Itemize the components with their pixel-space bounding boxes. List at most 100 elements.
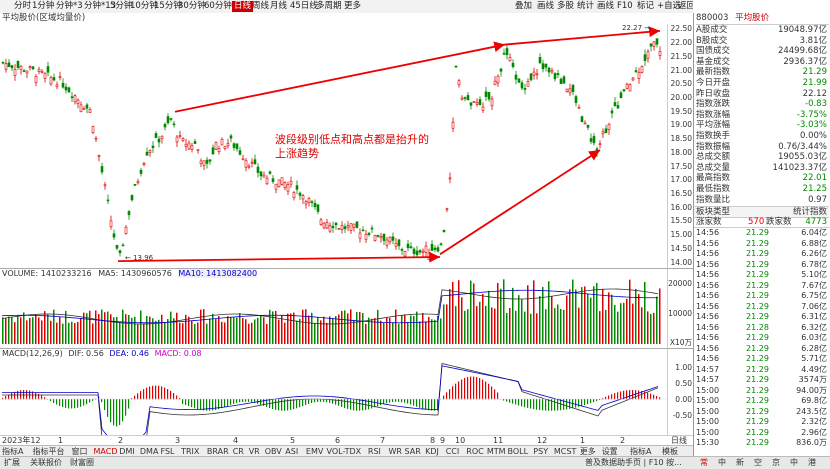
- status-tool-4[interactable]: 京: [772, 458, 780, 467]
- macd-bar: [203, 399, 205, 411]
- tab-sector-type[interactable]: 板块类型: [696, 207, 731, 217]
- toolbar-item-6[interactable]: 15分钟: [154, 1, 182, 11]
- indicator-tab-26[interactable]: 设置: [601, 447, 618, 456]
- toolbar-item-11[interactable]: 月线: [270, 1, 288, 11]
- indicator-tab-20[interactable]: ROC: [466, 447, 484, 456]
- indicator-tab-2[interactable]: 窗口: [71, 447, 88, 456]
- macd-bar: [185, 399, 187, 405]
- volume-bar: [230, 317, 232, 344]
- toolbar-item-3[interactable]: 分钟*13: [84, 1, 117, 11]
- indicator-tab-4[interactable]: DMI: [119, 447, 135, 456]
- right-tool-2[interactable]: 多股: [557, 1, 575, 11]
- toolbar-item-4[interactable]: 5分钟: [110, 1, 133, 11]
- right-tool-1[interactable]: 画线: [537, 1, 555, 11]
- indicator-tab-17[interactable]: SAR: [404, 447, 421, 456]
- candle-body: [103, 184, 107, 187]
- candle-body: [127, 211, 131, 216]
- indicator-tab-16[interactable]: WR: [388, 447, 402, 456]
- indicator-tab-22[interactable]: BOLL: [507, 447, 529, 456]
- right-tool-3[interactable]: 统计: [577, 1, 595, 11]
- indicator-tab-24[interactable]: MCST: [553, 447, 577, 456]
- toolbar-item-7[interactable]: 30分钟: [178, 1, 206, 11]
- status-link-1[interactable]: 关联报价: [30, 458, 62, 467]
- candle-body: [307, 198, 311, 203]
- macd-bar: [476, 377, 478, 400]
- indicator-tab-6[interactable]: FSL: [160, 447, 175, 456]
- tick-time: 15:00: [696, 396, 720, 405]
- indicator-tab-14[interactable]: VOL-TDX: [326, 447, 362, 456]
- volume-bar: [608, 292, 610, 344]
- right-tool-7[interactable]: +自选: [657, 1, 682, 11]
- macd-bar: [389, 399, 391, 403]
- toolbar-item-2[interactable]: 分钟*3: [56, 1, 83, 11]
- macd-bar: [527, 399, 529, 408]
- indicator-tab-12[interactable]: ASI: [285, 447, 299, 456]
- status-tool-2[interactable]: 新: [736, 458, 744, 467]
- macd-bar: [551, 399, 553, 411]
- tick-price: 21.29: [746, 280, 769, 290]
- template-button[interactable]: 模板: [662, 447, 678, 456]
- toolbar-item-14[interactable]: 更多: [344, 1, 362, 11]
- right-tool-8[interactable]: 返回: [678, 1, 696, 11]
- status-tool-6[interactable]: 港: [808, 458, 816, 467]
- candle-body: [433, 247, 437, 251]
- status-tool-5[interactable]: 中: [790, 458, 798, 467]
- volume-bar: [221, 321, 223, 344]
- status-link-0[interactable]: 扩展: [4, 458, 20, 467]
- toolbar-item-8[interactable]: 60分钟: [204, 1, 232, 11]
- indicator-tab-23[interactable]: PSY: [533, 447, 549, 456]
- volume-bar: [389, 317, 391, 344]
- macd-bar: [218, 399, 220, 410]
- quote-value: 3.81亿: [799, 35, 827, 46]
- candle-body: [16, 61, 20, 68]
- macd-bar: [326, 399, 328, 403]
- macd-bar: [191, 399, 193, 408]
- kline-chart[interactable]: [0, 24, 667, 435]
- price-axis-label: 14.00: [670, 257, 692, 267]
- toolbar-item-12[interactable]: 45日线: [290, 1, 318, 11]
- indicator-tab-1[interactable]: 指标平台: [32, 447, 65, 456]
- status-tool-0[interactable]: 常: [700, 458, 708, 467]
- indicator-tab-0[interactable]: 指标A: [2, 447, 24, 456]
- toolbar-item-0[interactable]: 分时: [14, 1, 32, 11]
- toolbar-item-10[interactable]: 周线: [252, 1, 270, 11]
- tab-stat-index[interactable]: 统计指数: [792, 207, 827, 217]
- right-tool-0[interactable]: 叠加: [515, 1, 533, 11]
- price-axis-label: 18.00: [670, 147, 692, 157]
- candle-body: [376, 234, 380, 237]
- indicator-tab-10[interactable]: VR: [248, 447, 260, 456]
- volume-bar: [296, 320, 298, 344]
- toolbar-item-13[interactable]: 多周期: [316, 1, 342, 11]
- indicator-tab-3[interactable]: MACD: [93, 447, 118, 456]
- status-tool-3[interactable]: 空: [754, 458, 762, 467]
- toolbar-item-1[interactable]: 1分钟: [32, 1, 55, 11]
- indicator-tab-7[interactable]: TRIX: [181, 447, 200, 456]
- volume-bar: [305, 309, 307, 344]
- candle-body: [82, 108, 86, 110]
- status-link-2[interactable]: 财富圈: [70, 458, 94, 467]
- macd-bar: [281, 399, 283, 411]
- indicator-tab-8[interactable]: BRAR: [206, 447, 229, 456]
- updown-count: 涨家数 570 跌家数 4773: [694, 217, 829, 228]
- indicator-tab-11[interactable]: OBV: [264, 447, 282, 456]
- date-label: 10: [455, 436, 466, 445]
- indicator-tab-5[interactable]: DMA: [139, 447, 159, 456]
- indicator-tab-9[interactable]: CR: [232, 447, 244, 456]
- volume-bar: [344, 310, 346, 344]
- candle-body: [202, 160, 206, 166]
- indicator-tab-19[interactable]: CCI: [445, 447, 460, 456]
- right-tool-6[interactable]: 标记: [637, 1, 655, 11]
- toolbar-item-9[interactable]: 日线: [232, 1, 254, 12]
- right-tool-5[interactable]: F10: [617, 1, 633, 11]
- right-tool-4[interactable]: 画线: [597, 1, 615, 11]
- indicator-a-button[interactable]: 指标A: [630, 447, 652, 456]
- indicator-tab-18[interactable]: KDJ: [425, 447, 439, 456]
- date-label: 1: [580, 436, 586, 445]
- indicator-tab-13[interactable]: EMV: [305, 447, 324, 456]
- macd-bar: [593, 399, 595, 403]
- toolbar-item-5[interactable]: 10分钟: [130, 1, 158, 11]
- indicator-tab-25[interactable]: 更多: [579, 447, 596, 456]
- indicator-tab-21[interactable]: MTM: [486, 447, 506, 456]
- indicator-tab-15[interactable]: RSI: [367, 447, 381, 456]
- status-tool-1[interactable]: 中: [718, 458, 726, 467]
